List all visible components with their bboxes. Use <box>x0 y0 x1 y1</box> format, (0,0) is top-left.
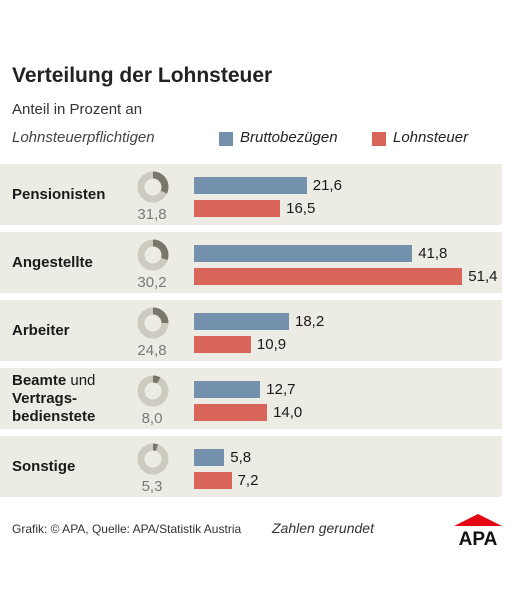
bar-bruttobezuege <box>194 245 413 262</box>
category-label: Beamte und Vertrags-bedienstete <box>12 372 95 426</box>
bar-bruttobezuege <box>194 449 225 466</box>
category-row: Pensionisten 31,8 21,6 16,5 <box>0 164 502 225</box>
bar-value-label: 21,6 <box>312 177 342 194</box>
legend-label-tax: Lohnsteuer <box>393 129 469 146</box>
bar-lohnsteuer <box>194 472 232 489</box>
share-donut <box>137 443 169 475</box>
donut-value: 31,8 <box>137 206 167 223</box>
category-label-normal: und <box>66 372 96 389</box>
category-label-line2: Vertrags- <box>12 390 78 407</box>
bar-lohnsteuer <box>194 404 268 421</box>
bar-lohnsteuer <box>194 336 251 353</box>
chart-title: Verteilung der Lohnsteuer <box>12 64 273 87</box>
bar-lohnsteuer <box>194 268 463 285</box>
donut-share-arc <box>137 375 169 407</box>
bar-value-label: 5,8 <box>230 449 252 466</box>
legend-swatch-gross <box>219 132 233 146</box>
apa-logo: APA <box>454 514 502 548</box>
category-label-line3: bedienstete <box>12 408 96 425</box>
bar-value-label: 14,0 <box>273 404 303 421</box>
category-row: Angestellte 30,2 41,8 51,4 <box>0 232 502 293</box>
svg-text:APA: APA <box>459 529 498 548</box>
bar-value-label: 51,4 <box>468 268 498 285</box>
chart-subtitle: Anteil in Prozent an <box>12 101 143 118</box>
category-label: Arbeiter <box>12 322 70 339</box>
category-label: Pensionisten <box>12 186 106 203</box>
donut-value: 5,3 <box>141 478 163 495</box>
donut-value: 24,8 <box>137 342 167 359</box>
share-donut <box>137 375 169 407</box>
donut-share-arc <box>137 239 169 271</box>
donut-value: 30,2 <box>137 274 167 291</box>
donut-value: 8,0 <box>141 410 163 427</box>
legend: Lohnsteuerpflichtigen Bruttobezügen Lohn… <box>12 129 502 151</box>
donut-share-arc <box>137 443 169 475</box>
legend-label-gross: Bruttobezügen <box>240 129 338 146</box>
bar-bruttobezuege <box>194 313 289 330</box>
category-label: Angestellte <box>12 254 93 271</box>
donut-track <box>137 443 169 475</box>
category-row: Sonstige 5,3 5,8 7,2 <box>0 436 502 497</box>
bar-value-label: 10,9 <box>256 336 287 353</box>
donut-share-arc <box>137 307 169 339</box>
donut-track <box>137 375 169 407</box>
bar-bruttobezuege <box>194 177 307 194</box>
share-donut <box>137 239 169 271</box>
rounding-note: Zahlen gerundet <box>272 520 374 536</box>
category-row: Beamte und Vertrags-bedienstete 8,0 12,7 14,… <box>0 368 502 429</box>
share-donut <box>137 307 169 339</box>
bar-value-label: 7,2 <box>237 472 259 489</box>
category-row: Arbeiter 24,8 18,2 10,9 <box>0 300 502 361</box>
legend-lead: Lohnsteuerpflichtigen <box>12 129 155 146</box>
bar-value-label: 12,7 <box>266 381 296 398</box>
category-label: Sonstige <box>12 458 76 475</box>
bar-value-label: 16,5 <box>286 200 316 217</box>
donut-share-arc <box>137 171 169 203</box>
bar-value-label: 18,2 <box>295 313 325 330</box>
bar-bruttobezuege <box>194 381 261 398</box>
bar-value-label: 41,8 <box>418 245 448 262</box>
source-credit: Grafik: © APA, Quelle: APA/Statistik Aus… <box>12 522 242 536</box>
bar-lohnsteuer <box>194 200 281 217</box>
share-donut <box>137 171 169 203</box>
legend-swatch-tax <box>372 132 386 146</box>
category-label-bold: Beamte <box>12 372 67 389</box>
